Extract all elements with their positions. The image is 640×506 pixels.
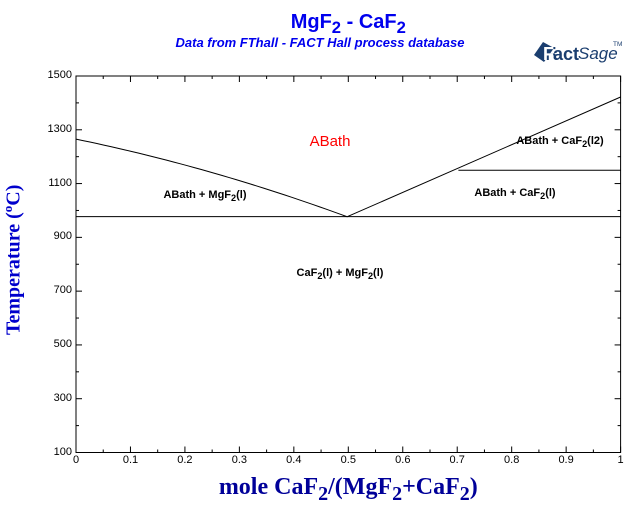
svg-text:act: act [553, 44, 579, 64]
svg-text:Sage: Sage [578, 44, 618, 63]
svg-text:TM: TM [613, 41, 622, 48]
